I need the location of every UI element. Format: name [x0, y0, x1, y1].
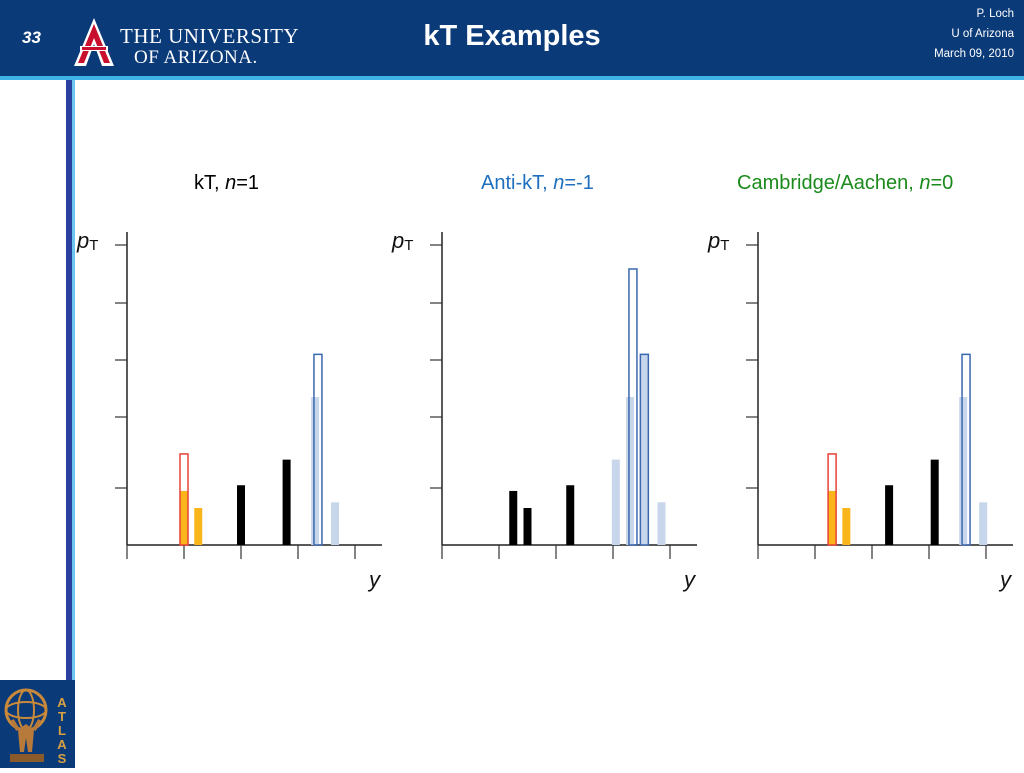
panel-title-anti-kt: Anti-kT, n=-1 [481, 172, 594, 194]
x-axis-label: y [998, 567, 1013, 592]
bar [523, 508, 532, 545]
university-name-line2: OF ARIZONA. [134, 47, 258, 68]
atlas-logo-text: A T L A S [57, 695, 67, 766]
y-axis-label-subscript: T [89, 237, 98, 254]
bar [961, 353, 971, 546]
slide-title: kT Examples [423, 20, 601, 52]
bar [311, 397, 320, 545]
slide-number: 33 [22, 28, 41, 47]
bar [979, 502, 988, 545]
slide-header [0, 0, 1024, 76]
bar [237, 485, 245, 545]
panel-title-cambridge-aachen: Cambridge/Aachen, n=0 [737, 172, 954, 194]
bar [827, 453, 837, 546]
bar [842, 508, 851, 545]
left-sidebar-accent [72, 80, 75, 680]
affiliation-text: U of Arizona [951, 28, 1014, 40]
bar [639, 353, 650, 546]
y-axis-label-subscript: T [720, 237, 729, 254]
bar [566, 485, 575, 545]
bar [179, 453, 189, 546]
panel-title-kt: kT, n=1 [194, 172, 260, 194]
bar [657, 502, 666, 545]
bar [180, 490, 188, 545]
y-axis-label: pT [391, 228, 413, 254]
bar [885, 485, 894, 545]
bar [611, 459, 620, 545]
bar [194, 508, 203, 545]
left-sidebar-bar [66, 80, 72, 680]
university-a-logo [74, 18, 114, 66]
x-axis-label: y [367, 567, 382, 592]
bar [930, 459, 939, 545]
bar [626, 397, 635, 545]
author-text: P. Loch [976, 8, 1014, 20]
bar [628, 268, 638, 546]
header-accent-line [0, 76, 1024, 80]
bar [828, 490, 837, 545]
y-axis-label: pT [76, 228, 98, 254]
bar [282, 459, 291, 545]
y-axis-label-subscript: T [404, 237, 413, 254]
atlas-logo [0, 680, 75, 768]
y-axis-label: pT [707, 228, 729, 254]
bar [331, 502, 340, 545]
date-text: March 09, 2010 [934, 48, 1014, 60]
university-name-line1: THE UNIVERSITY [120, 24, 300, 48]
bar [509, 490, 518, 545]
bar [313, 353, 323, 546]
atlas-figure-icon [4, 688, 48, 762]
x-axis-label: y [682, 567, 697, 592]
bar [959, 397, 968, 545]
